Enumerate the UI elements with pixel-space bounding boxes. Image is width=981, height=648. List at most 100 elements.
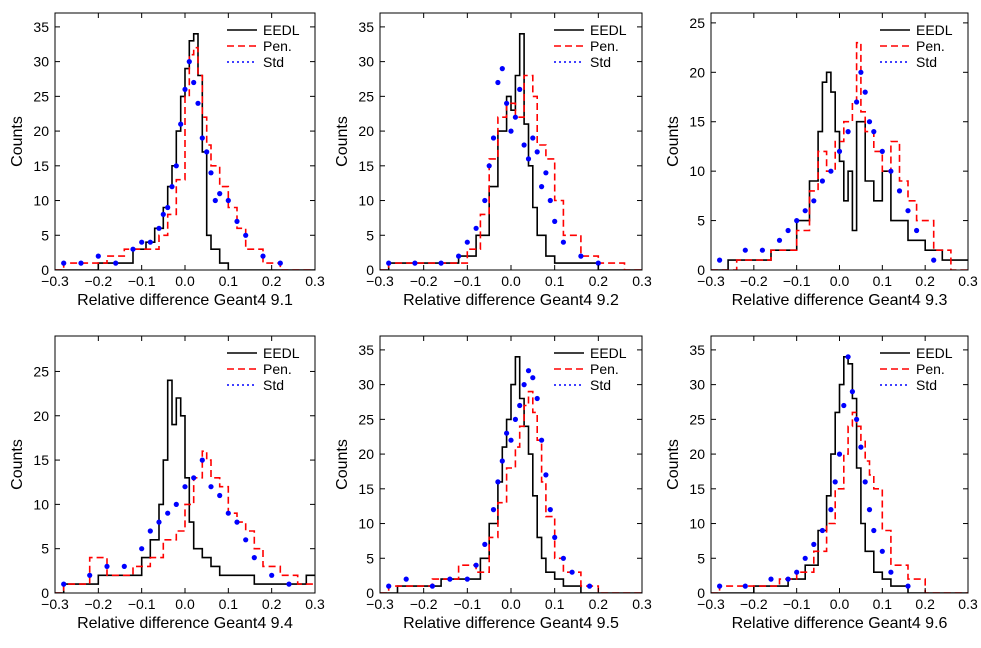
data-point bbox=[277, 260, 283, 266]
y-tick-label: 15 bbox=[689, 481, 705, 497]
x-axis-label: Relative difference Geant4 9.6 bbox=[732, 615, 948, 632]
x-tick-label: −0.3 bbox=[41, 273, 69, 289]
series-group bbox=[55, 379, 315, 593]
series-group bbox=[711, 354, 968, 593]
x-tick-label: −0.1 bbox=[783, 273, 811, 289]
data-point bbox=[87, 572, 93, 578]
data-point bbox=[914, 227, 920, 234]
x-tick-label: −0.1 bbox=[128, 596, 156, 612]
series-pen bbox=[55, 46, 315, 270]
x-tick-label: −0.3 bbox=[366, 596, 394, 612]
data-point bbox=[504, 100, 510, 106]
data-point bbox=[879, 148, 885, 154]
x-tick-label: −0.1 bbox=[454, 596, 482, 612]
series-std bbox=[61, 457, 292, 587]
y-tick-label: 20 bbox=[33, 408, 49, 424]
data-point bbox=[199, 457, 205, 463]
data-point bbox=[490, 135, 497, 141]
data-point bbox=[208, 170, 214, 176]
y-tick-label: 10 bbox=[358, 516, 374, 532]
x-axis-label: Relative difference Geant4 9.4 bbox=[77, 615, 293, 632]
data-point bbox=[113, 260, 119, 266]
data-point bbox=[147, 528, 153, 534]
x-tick-label: 0.2 bbox=[915, 596, 935, 612]
y-tick-label: 10 bbox=[689, 163, 705, 179]
data-point bbox=[173, 163, 179, 169]
x-tick-label: −0.1 bbox=[454, 273, 482, 289]
y-tick-label: 20 bbox=[689, 64, 705, 80]
data-point bbox=[234, 218, 240, 224]
series-pen bbox=[711, 411, 968, 593]
data-point bbox=[525, 368, 532, 374]
x-tick-label: 0.0 bbox=[175, 596, 195, 612]
data-point bbox=[243, 537, 249, 543]
y-tick-label: 5 bbox=[41, 227, 49, 243]
data-point bbox=[156, 519, 162, 525]
y-axis-label: Counts bbox=[334, 116, 351, 167]
series-group bbox=[380, 33, 642, 270]
data-point bbox=[931, 257, 937, 263]
data-point bbox=[403, 576, 409, 582]
data-point bbox=[862, 89, 868, 95]
panels: −0.3 −0.2 −0.1 0.0 0.1 0.2 0.3 0 5 10 15 20 25 30 35 Re… bbox=[9, 12, 978, 632]
y-tick-label: 5 bbox=[697, 213, 705, 229]
data-point bbox=[61, 581, 67, 587]
data-point bbox=[243, 232, 249, 238]
data-point bbox=[845, 354, 851, 360]
x-axis-label: Relative difference Geant4 9.5 bbox=[403, 615, 619, 632]
legend-label: EEDL bbox=[916, 22, 953, 38]
data-point bbox=[182, 86, 188, 92]
y-tick-label: 30 bbox=[358, 54, 374, 70]
x-tick-label: 0.2 bbox=[262, 273, 282, 289]
data-point bbox=[717, 583, 723, 589]
x-axis-label: Relative difference Geant4 9.2 bbox=[403, 292, 619, 309]
data-point bbox=[879, 548, 885, 554]
series-std bbox=[386, 368, 593, 589]
data-point bbox=[552, 218, 558, 224]
data-point bbox=[61, 260, 67, 266]
data-point bbox=[819, 178, 826, 184]
chart-panel-6: −0.3 −0.2 −0.1 0.0 0.1 0.2 0.3 0 5 10 15 20 25 30 35 Re… bbox=[665, 335, 978, 632]
series-group bbox=[711, 41, 968, 270]
legend-label: Std bbox=[590, 377, 611, 393]
chart-panel-2: −0.3 −0.2 −0.1 0.0 0.1 0.2 0.3 0 5 10 15 20 25 30 35 Re… bbox=[334, 12, 652, 309]
x-tick-label: −0.2 bbox=[85, 596, 113, 612]
data-point bbox=[486, 163, 492, 169]
data-point bbox=[517, 402, 523, 409]
data-point bbox=[182, 484, 188, 490]
x-tick-label: 0.3 bbox=[305, 273, 325, 289]
series-pen bbox=[55, 450, 315, 593]
data-point bbox=[521, 382, 527, 388]
data-point bbox=[95, 253, 101, 259]
y-tick-label: 30 bbox=[33, 54, 49, 70]
data-point bbox=[866, 119, 873, 125]
legend-label: Pen. bbox=[590, 361, 619, 377]
data-point bbox=[269, 572, 275, 578]
data-point bbox=[165, 204, 171, 211]
y-tick-label: 15 bbox=[358, 158, 374, 174]
y-axis-label: Counts bbox=[9, 116, 26, 167]
data-point bbox=[199, 135, 205, 141]
data-point bbox=[888, 569, 894, 575]
legend-label: Std bbox=[916, 377, 937, 393]
y-tick-label: 35 bbox=[358, 342, 374, 358]
data-point bbox=[512, 416, 519, 422]
y-tick-label: 20 bbox=[33, 123, 49, 139]
y-axis-label: Counts bbox=[665, 439, 682, 490]
data-point bbox=[521, 142, 527, 148]
data-point bbox=[286, 581, 292, 587]
chart-panel-4: −0.3 −0.2 −0.1 0.0 0.1 0.2 0.3 0 5 10 15 20 25 Relati… bbox=[9, 335, 325, 632]
legend-label: Pen. bbox=[263, 38, 292, 54]
data-point bbox=[169, 184, 175, 190]
data-point bbox=[785, 576, 791, 582]
y-tick-label: 20 bbox=[358, 446, 374, 462]
data-point bbox=[785, 227, 791, 234]
data-point bbox=[794, 569, 800, 575]
data-point bbox=[217, 492, 223, 499]
